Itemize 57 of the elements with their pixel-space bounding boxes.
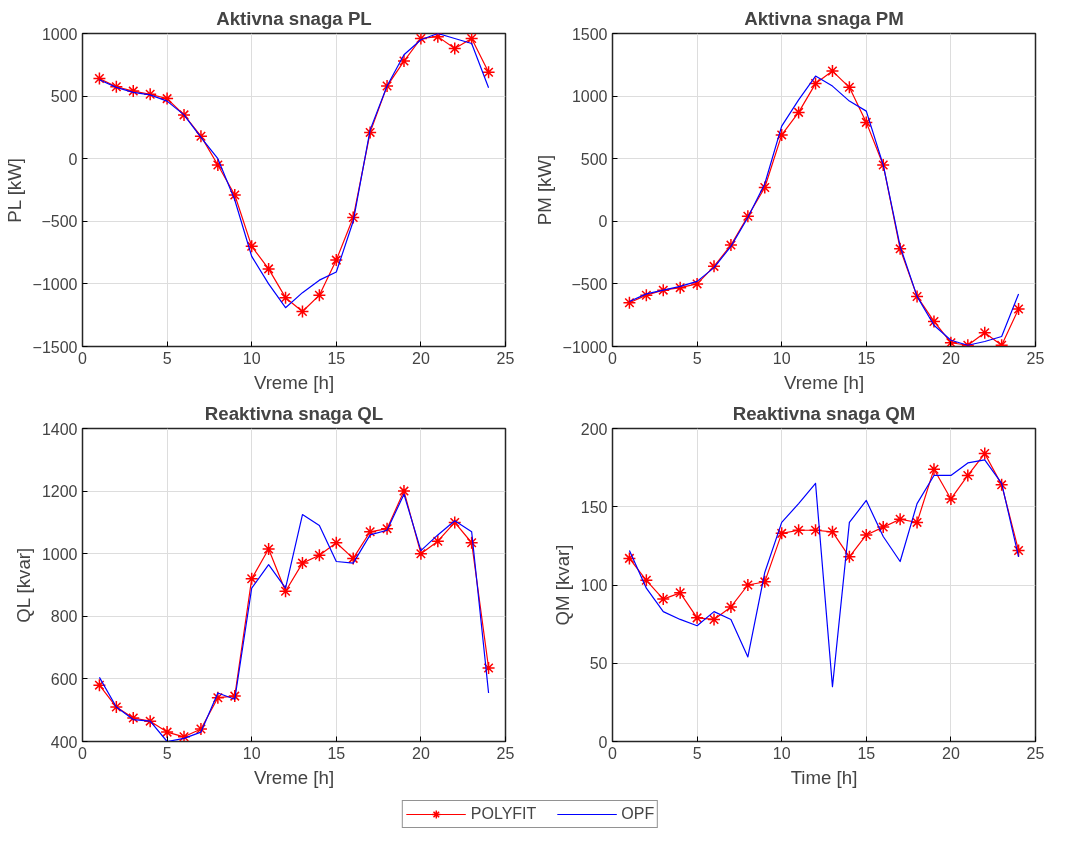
y-tick-label: −1000: [562, 338, 608, 356]
y-axis-title: PL [kW]: [3, 158, 25, 223]
x-axis-title: Vreme [h]: [253, 371, 335, 393]
x-tick-label: 5: [162, 349, 172, 367]
chart-title: Aktivna snaga PM: [744, 7, 904, 29]
x-tick-label: 25: [496, 744, 515, 762]
y-axis-title: PM [kW]: [533, 154, 555, 226]
y-tick-label: 1000: [41, 545, 78, 563]
y-tick-label: 400: [50, 733, 78, 751]
y-tick-label: −1000: [32, 275, 78, 293]
y-tick-label: 1400: [41, 420, 78, 438]
y-tick-label: −500: [41, 213, 78, 231]
y-axis-title: QL [kvar]: [12, 547, 34, 623]
y-tick-label: 50: [589, 655, 608, 673]
x-tick-label: 15: [857, 349, 876, 367]
x-tick-label: 10: [772, 349, 791, 367]
y-tick-label: 1500: [571, 25, 608, 43]
y-tick-label: 1200: [41, 483, 78, 501]
x-tick-label: 15: [327, 349, 346, 367]
y-tick-label: 0: [68, 150, 78, 168]
x-tick-label: 25: [496, 349, 515, 367]
legend-label: OPF: [621, 805, 655, 823]
y-tick-label: 500: [50, 88, 78, 106]
x-tick-label: 5: [692, 744, 702, 762]
chart-title: Aktivna snaga PL: [216, 7, 372, 29]
y-tick-label: 1000: [41, 25, 78, 43]
x-tick-label: 25: [1026, 744, 1045, 762]
x-tick-label: 5: [162, 744, 172, 762]
y-tick-label: 100: [580, 577, 608, 594]
x-tick-label: 20: [942, 349, 960, 367]
x-tick-label: 15: [327, 744, 346, 762]
y-tick-label: 200: [580, 420, 608, 438]
x-axis-title: Time [h]: [790, 766, 858, 788]
x-axis-title: Vreme [h]: [253, 766, 335, 788]
x-tick-label: 15: [857, 744, 876, 762]
y-tick-label: 1000: [571, 88, 608, 106]
y-tick-label: −1500: [32, 338, 78, 356]
y-tick-label: 800: [50, 608, 78, 626]
x-tick-label: 25: [1026, 349, 1045, 367]
legend-label: POLYFIT: [470, 805, 537, 823]
x-tick-label: 10: [772, 744, 791, 762]
chart-title: Reaktivna snaga QL: [204, 402, 384, 424]
chart-title: Reaktivna snaga QM: [732, 402, 916, 424]
x-tick-label: 5: [692, 349, 702, 367]
x-tick-label: 20: [412, 744, 430, 762]
x-tick-label: 20: [942, 744, 960, 762]
y-tick-label: 0: [598, 733, 608, 751]
y-tick-label: −500: [571, 275, 608, 293]
x-tick-label: 10: [242, 744, 261, 762]
x-axis-title: Vreme [h]: [783, 371, 865, 393]
y-axis-title: QM [kvar]: [551, 544, 573, 626]
y-tick-label: 150: [580, 498, 608, 516]
x-tick-label: 20: [412, 349, 430, 367]
y-tick-label: 500: [580, 150, 608, 168]
y-tick-label: 600: [50, 670, 78, 688]
x-tick-label: 10: [242, 349, 261, 367]
y-tick-label: 0: [598, 213, 608, 231]
